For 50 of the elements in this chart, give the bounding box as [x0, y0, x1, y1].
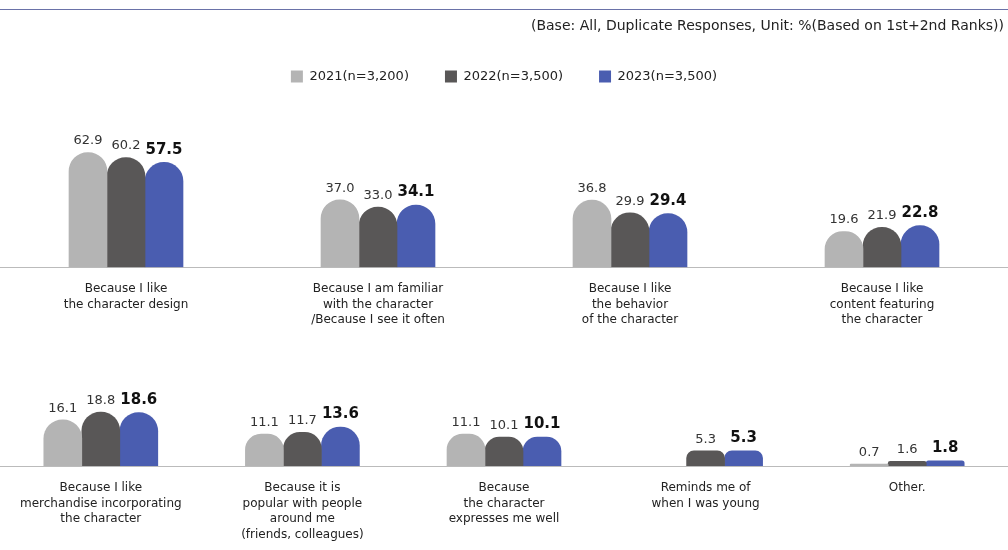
data-label: 10.1 [489, 416, 519, 432]
x-tick-label: Because I like the character design [63, 281, 189, 311]
data-label: 62.9 [73, 132, 103, 148]
data-label: 18.6 [120, 390, 158, 409]
legend-label: 2023(n=3,500) [617, 67, 718, 83]
data-label: 34.1 [397, 182, 435, 201]
data-label: 18.8 [86, 391, 116, 407]
data-label: 36.8 [577, 180, 607, 196]
data-label: 22.8 [901, 203, 939, 222]
data-label: 0.7 [858, 443, 880, 459]
bar [68, 152, 108, 268]
bar [320, 199, 360, 268]
x-tick-label: Other. [888, 479, 926, 494]
bar [925, 460, 965, 466]
legend-label: 2021(n=3,200) [309, 67, 409, 83]
bar [396, 204, 436, 268]
data-label: 29.9 [615, 192, 645, 208]
data-label: 21.9 [867, 207, 897, 223]
bar [106, 157, 146, 268]
bar [724, 450, 763, 466]
data-label: 5.3 [730, 428, 757, 447]
data-label: 19.6 [829, 211, 859, 227]
data-label: 13.6 [321, 404, 359, 423]
data-label: 5.3 [695, 430, 716, 446]
x-tick-label: Because I like the behavior of the character [581, 281, 679, 327]
x-tick-label: Because it is popular with people around me (friends, colleagues) [241, 479, 364, 541]
data-label: 16.1 [48, 399, 78, 415]
bar [887, 461, 927, 466]
data-label: 57.5 [145, 139, 183, 158]
data-label: 11.1 [451, 414, 481, 430]
data-label: 29.4 [649, 191, 687, 210]
data-label: 1.6 [896, 441, 918, 457]
data-label: 1.8 [931, 438, 959, 457]
legend-label: 2022(n=3,500) [463, 67, 564, 83]
x-tick-label: Because I am familiar with the character /Because I see it often [311, 281, 445, 327]
bar [572, 199, 612, 268]
x-tick-label: Because the character expresses me well [448, 479, 560, 526]
bar [144, 162, 184, 268]
bar [686, 450, 725, 466]
data-label: 10.1 [523, 414, 561, 433]
data-label: 11.7 [287, 412, 317, 428]
data-label: 60.2 [111, 137, 141, 153]
bar [358, 206, 398, 268]
x-tick-label: Reminds me of when I was young [651, 479, 760, 510]
text: (Base: All, Duplicate Responses, Unit: %(Based on 1st+2nd Ranks)) [530, 17, 1004, 33]
data-label: 11.1 [249, 414, 279, 430]
x-tick-label: Because I like content featuring the character [829, 281, 935, 327]
data-label: 33.0 [363, 186, 393, 202]
x-tick-label: Because I like merchandise incorporating the character [19, 479, 182, 526]
data-label: 37.0 [325, 179, 355, 195]
